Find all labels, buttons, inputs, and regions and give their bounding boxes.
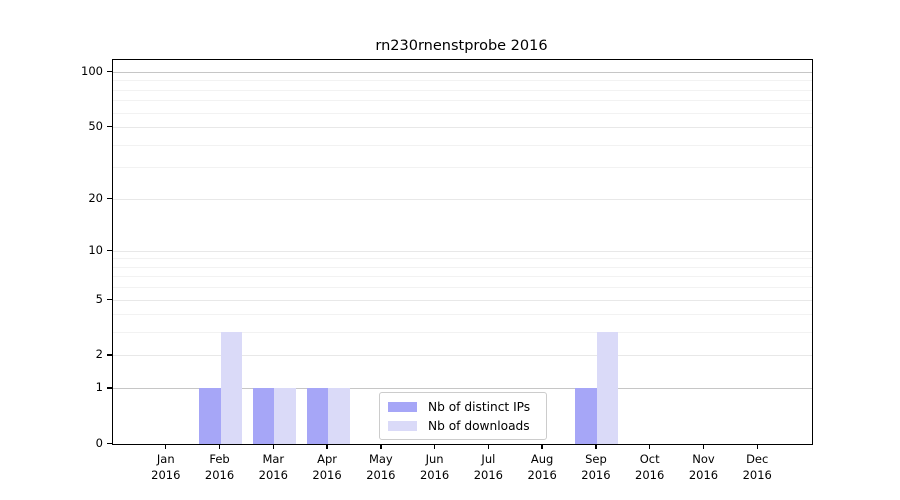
x-tick-label-sep: Sep 2016: [581, 452, 611, 482]
gridline-minor-9: [113, 258, 812, 260]
gridline-minor-3: [113, 332, 812, 334]
gridline-2: [113, 355, 812, 357]
gridline-minor-60: [113, 112, 812, 114]
y-tick-label-100: 100: [81, 64, 103, 78]
x-tick-nov: [702, 444, 705, 450]
y-tick-label-20: 20: [88, 190, 103, 205]
x-tick-jun: [433, 444, 436, 450]
y-tick-1: [107, 387, 112, 389]
x-tick-jan: [165, 444, 167, 450]
y-tick-5: [107, 298, 112, 300]
gridline-20: [113, 198, 812, 200]
plot-area: Nb of distinct IPs Nb of downloads: [112, 59, 813, 445]
legend-entry-distinct-ips: Nb of distinct IPs: [388, 399, 538, 414]
x-tick-mar: [272, 444, 274, 450]
x-tick-label-may: May 2016: [366, 452, 396, 482]
bar-sep-distinct-ips: [575, 388, 597, 444]
x-tick-jul: [487, 444, 490, 450]
x-tick-label-aug: Aug 2016: [527, 452, 557, 482]
x-tick-aug: [541, 444, 543, 450]
gridline-1: [113, 388, 812, 390]
gridline-minor-8: [113, 266, 812, 268]
x-tick-label-apr: Apr 2016: [312, 452, 342, 482]
x-tick-oct: [648, 444, 651, 450]
x-tick-label-feb: Feb 2016: [204, 452, 235, 482]
legend-swatch-downloads: [388, 420, 417, 431]
y-tick-label-5: 5: [95, 291, 103, 306]
gridline-10: [113, 250, 812, 252]
chart-title: rn230rnenstprobe 2016: [375, 38, 548, 54]
x-tick-label-mar: Mar 2016: [258, 452, 288, 482]
x-tick-label-jan: Jan 2016: [151, 452, 181, 482]
gridline-5: [113, 299, 812, 301]
y-tick-label-50: 50: [88, 119, 103, 134]
gridline-50: [113, 127, 812, 129]
bar-mar-distinct-ips: [252, 388, 275, 444]
x-tick-dec: [756, 444, 758, 450]
gridline-minor-6: [113, 287, 812, 289]
y-tick-label-2: 2: [95, 347, 103, 362]
x-tick-sep: [595, 444, 597, 450]
gridline-minor-70: [113, 100, 812, 102]
gridline-100: [113, 72, 812, 73]
x-tick-may: [380, 444, 382, 450]
legend-label-downloads: Nb of downloads: [428, 418, 530, 433]
x-tick-apr: [326, 444, 328, 450]
bar-feb-downloads: [220, 332, 243, 444]
gridline-minor-7: [113, 276, 812, 278]
y-tick-10: [107, 249, 112, 252]
gridline-minor-40: [113, 144, 812, 146]
y-tick-label-10: 10: [88, 242, 103, 257]
y-tick-50: [107, 126, 112, 128]
legend-label-distinct-ips: Nb of distinct IPs: [428, 399, 531, 414]
gridline-minor-90: [113, 80, 812, 82]
x-tick-label-jul: Jul 2016: [473, 452, 504, 482]
y-tick-100: [107, 71, 112, 73]
legend-swatch-distinct-ips: [388, 401, 417, 412]
legend: Nb of distinct IPs Nb of downloads: [379, 392, 547, 440]
x-tick-label-dec: Dec 2016: [742, 452, 772, 482]
bar-sep-downloads: [596, 332, 619, 444]
gridline-minor-80: [113, 89, 812, 91]
gridline-minor-30: [113, 167, 812, 169]
y-tick-label-1: 1: [95, 380, 103, 395]
y-tick-2: [107, 354, 112, 356]
y-tick-20: [107, 197, 112, 199]
bar-feb-distinct-ips: [199, 388, 221, 444]
x-tick-label-oct: Oct 2016: [635, 452, 665, 482]
y-tick-0: [107, 443, 112, 445]
y-tick-label-0: 0: [95, 436, 103, 450]
bar-apr-downloads: [328, 388, 350, 444]
legend-entry-downloads: Nb of downloads: [388, 418, 538, 433]
x-tick-label-jun: Jun 2016: [419, 452, 450, 482]
bar-mar-downloads: [274, 388, 296, 444]
x-tick-label-nov: Nov 2016: [688, 452, 719, 482]
x-tick-feb: [218, 444, 221, 450]
gridline-minor-4: [113, 314, 812, 316]
bar-apr-distinct-ips: [306, 388, 329, 444]
